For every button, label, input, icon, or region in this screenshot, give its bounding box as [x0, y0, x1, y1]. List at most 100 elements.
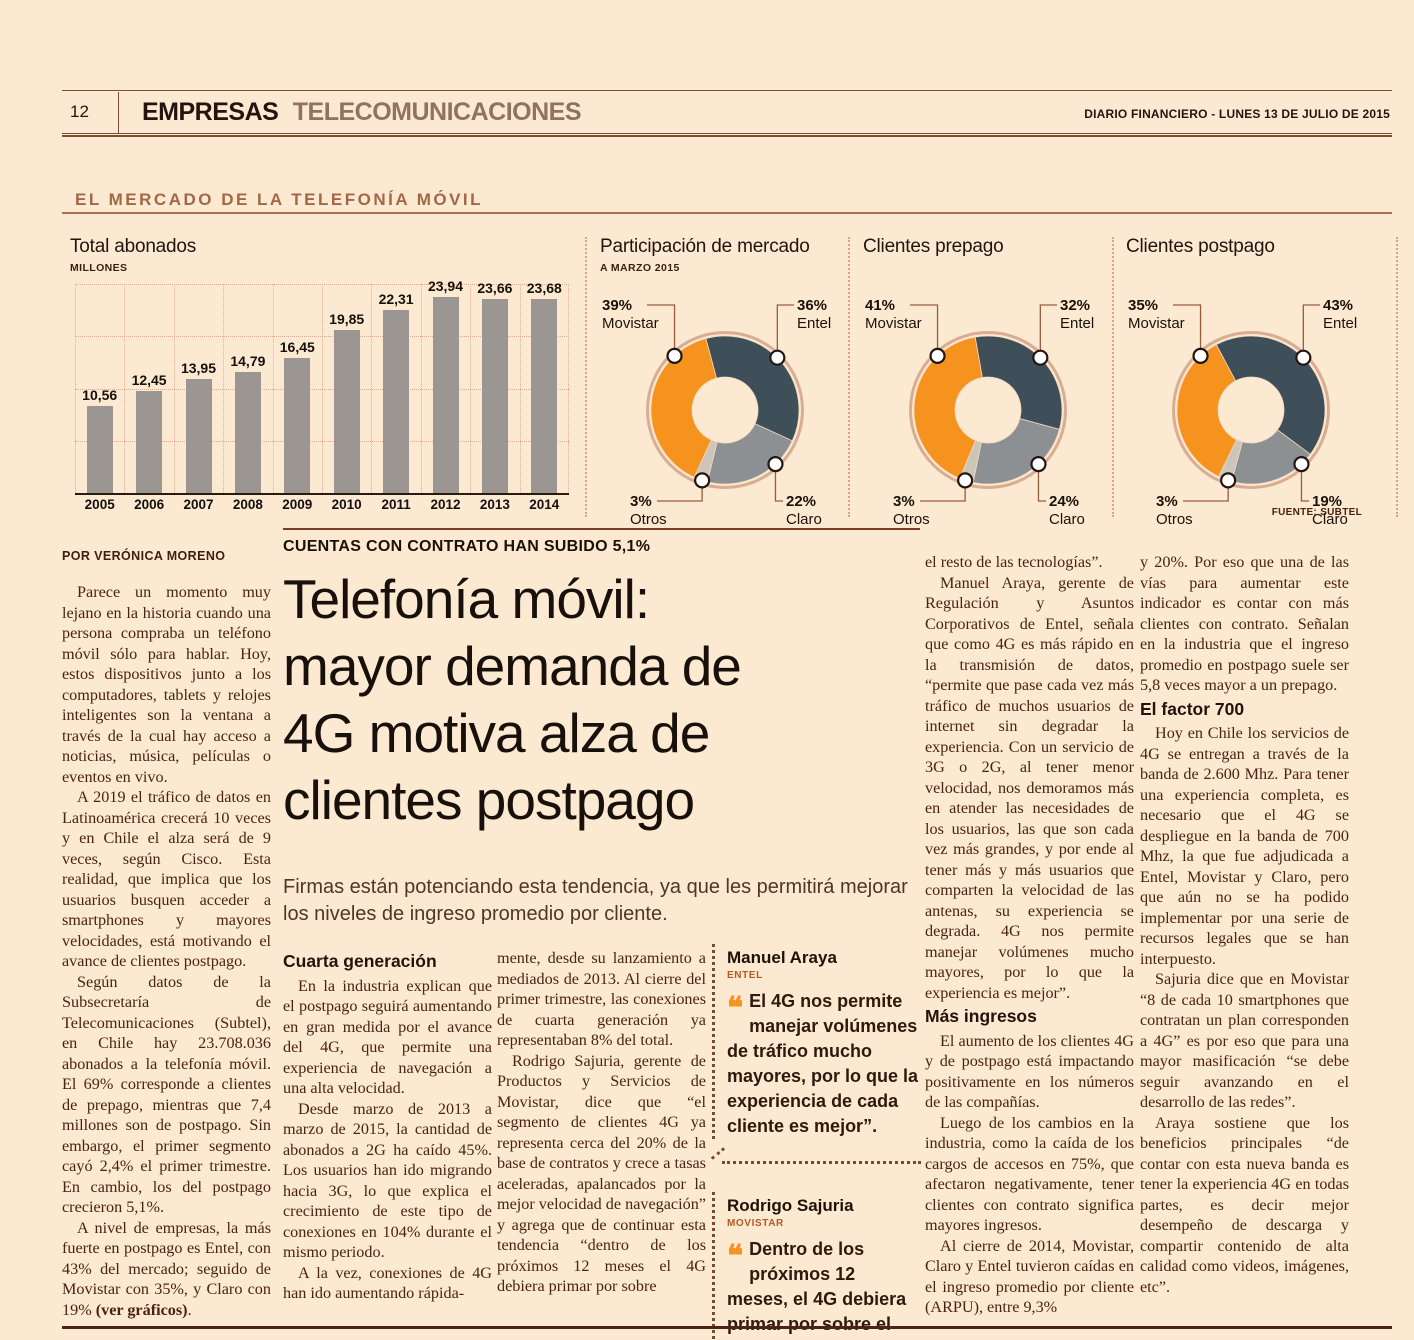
donut-pct-label: 41%: [865, 297, 895, 314]
chart-divider: [1112, 237, 1114, 517]
donut-outer-ring: [1172, 331, 1330, 489]
bar-2006: [136, 390, 163, 493]
x-axis-tick-label: 2014: [529, 497, 560, 512]
gridline-vertical: [420, 284, 422, 493]
callout-dot: [1295, 349, 1312, 366]
bar-2007: [185, 378, 212, 493]
callout-line: [1302, 304, 1320, 358]
donut-name-label: Claro: [786, 511, 822, 528]
donut-name-label: Claro: [1312, 511, 1348, 528]
x-axis-tick-label: 2007: [183, 497, 214, 512]
body-paragraph: Desde marzo de 2013 a marzo de 2015, la …: [283, 1099, 492, 1262]
body-paragraph: Hoy en Chile los servicios de 4G se entr…: [1140, 724, 1349, 968]
callout-line: [1300, 464, 1309, 502]
donut-pct-label: 39%: [602, 297, 632, 314]
page-bottom-rule: [62, 1326, 1392, 1329]
headline-line: 4G motiva alza de: [283, 702, 710, 764]
x-axis-tick-label: 2006: [134, 497, 165, 512]
masthead-title: EMPRESAS TELECOMUNICACIONES: [142, 98, 582, 127]
donut-name-label: Movistar: [865, 315, 922, 332]
callout-dot: [957, 472, 974, 489]
x-axis-tick-label: 2012: [430, 497, 461, 512]
donut-panel-postpaid: Clientes postpago 43% Entel 19% Claro 3% Otro…: [1126, 236, 1376, 528]
callout-line: [1039, 304, 1057, 358]
callout-line: [647, 304, 676, 356]
gridline-vertical: [322, 284, 323, 493]
body-column-5: y 20%. Por eso que una de las vías para …: [1140, 552, 1349, 1297]
donut-name-label: Entel: [797, 315, 831, 332]
callout-dot: [769, 349, 786, 366]
donut-subtitle: A MARZO 2015: [600, 262, 680, 274]
pull-quote-card-1: Manuel Araya ENTEL ❝ El 4G nos permite mane…: [712, 944, 921, 1139]
donut-slice-claro: [972, 418, 1060, 485]
byline: POR VERÓNICA MORENO: [62, 549, 226, 563]
bar-2009: [284, 358, 311, 493]
body-paragraph: Sajuria dice que en Movistar “8 de cada …: [1140, 970, 1349, 1111]
donut-name-label: Movistar: [602, 315, 659, 332]
donut-title: Participación de mercado: [600, 236, 810, 257]
donut-pct-label: 19%: [1312, 493, 1342, 510]
donut-outer-ring: [646, 331, 804, 489]
gridline-vertical: [173, 284, 175, 493]
donut-name-label: Entel: [1060, 315, 1094, 332]
donut-panel-market-share: Participación de mercado A MARZO 2015 36…: [600, 236, 850, 528]
body-paragraph: Araya sostiene que los beneficios princi…: [1140, 1113, 1349, 1296]
donut-pct-label: 22%: [786, 493, 816, 510]
section-label: EMPRESAS: [142, 98, 279, 126]
body-paragraph: A la vez, conexiones de 4G han ido aumen…: [283, 1263, 492, 1303]
donut-chart-market-share: 36%Entel 22%Claro 3%Otros 39%Movistar: [602, 297, 831, 528]
quote-dotted-rule: [710, 1147, 921, 1164]
gridline-vertical: [519, 284, 521, 493]
bar-value-label: 23,94: [427, 277, 464, 294]
bar-chart-panel: Total abonados MILLONES 10,56 12,45 13,95 1…: [70, 236, 575, 518]
kicker: CUENTAS CON CONTRATO HAN SUBIDO 5,1%: [283, 538, 651, 555]
source-label: FUENTE: SUBTEL: [1271, 507, 1362, 518]
infographic-section-title: EL MERCADO DE LA TELEFONÍA MÓVIL: [75, 190, 484, 209]
masthead-date: DIARIO FINANCIERO - LUNES 13 DE JULIO DE…: [1084, 107, 1390, 121]
gridline-vertical: [223, 284, 225, 493]
bar-2008: [234, 371, 261, 493]
gridline-vertical: [75, 284, 76, 493]
bar-value-label: 22,31: [378, 291, 414, 308]
callout-dot: [1032, 349, 1049, 366]
donut-title: Clientes postpago: [1126, 236, 1275, 257]
headline: Telefonía móvil: mayor demanda de 4G motiv…: [283, 566, 933, 834]
donut-pct-label: 3%: [1156, 493, 1178, 510]
body-column-2: Cuarta generación En la industria explica…: [283, 948, 492, 1304]
body-paragraph: mente, desde su lanzamiento a mediados d…: [497, 949, 706, 1049]
callout-dot: [1220, 472, 1237, 489]
gridline-vertical: [272, 284, 274, 493]
body-paragraph: Según datos de la Subsecretaría de Telec…: [62, 972, 271, 1217]
chart-divider: [1396, 237, 1398, 517]
callout-dot: [929, 347, 946, 364]
bar-chart-plot: 10,56 12,45 13,95 14,79 16,45 19,85 22,31 23,94…: [75, 278, 569, 495]
body-column-3: mente, desde su lanzamiento a mediados d…: [497, 948, 706, 1297]
callout-line: [774, 464, 783, 502]
donut-pct-label: 24%: [1049, 493, 1079, 510]
quote-author-name: Manuel Araya: [727, 948, 837, 967]
body-paragraph: Luego de los cambios en la industria, co…: [925, 1113, 1134, 1235]
gridline-vertical: [568, 284, 569, 493]
body-paragraph: el resto de las tecnologías”.: [925, 553, 1103, 571]
column-subhead: El factor 700: [1140, 698, 1245, 719]
x-axis-tick-label: 2013: [479, 497, 510, 512]
quote-author-name: Rodrigo Sajuria: [727, 1196, 854, 1215]
donut-name-label: Otros: [630, 511, 667, 528]
column-subhead: Cuarta generación: [283, 951, 437, 971]
bar-chart-x-axis: 2005 2006 2007 2008 2009 2010 2011 2012 2013 2014: [75, 497, 569, 517]
quote-left-icon: ❝: [727, 1240, 744, 1273]
gridline-vertical: [371, 284, 373, 493]
callout-line: [910, 304, 939, 356]
callout-line: [776, 304, 794, 358]
bar-2011: [383, 310, 410, 493]
headline-line: mayor demanda de: [283, 635, 742, 697]
masthead-bottom-rule: [62, 133, 1392, 137]
headline-line: clientes postpago: [283, 769, 695, 831]
body-paragraph: y 20%. Por eso que una de las vías para …: [1140, 553, 1349, 694]
body-paragraph: A nivel de empresas, la más fuerte en po…: [62, 1218, 271, 1319]
callout-dot: [767, 456, 784, 473]
donut-pct-label: 3%: [893, 493, 915, 510]
bar-value-label: 14,79: [230, 352, 266, 369]
chart-divider: [848, 237, 850, 517]
